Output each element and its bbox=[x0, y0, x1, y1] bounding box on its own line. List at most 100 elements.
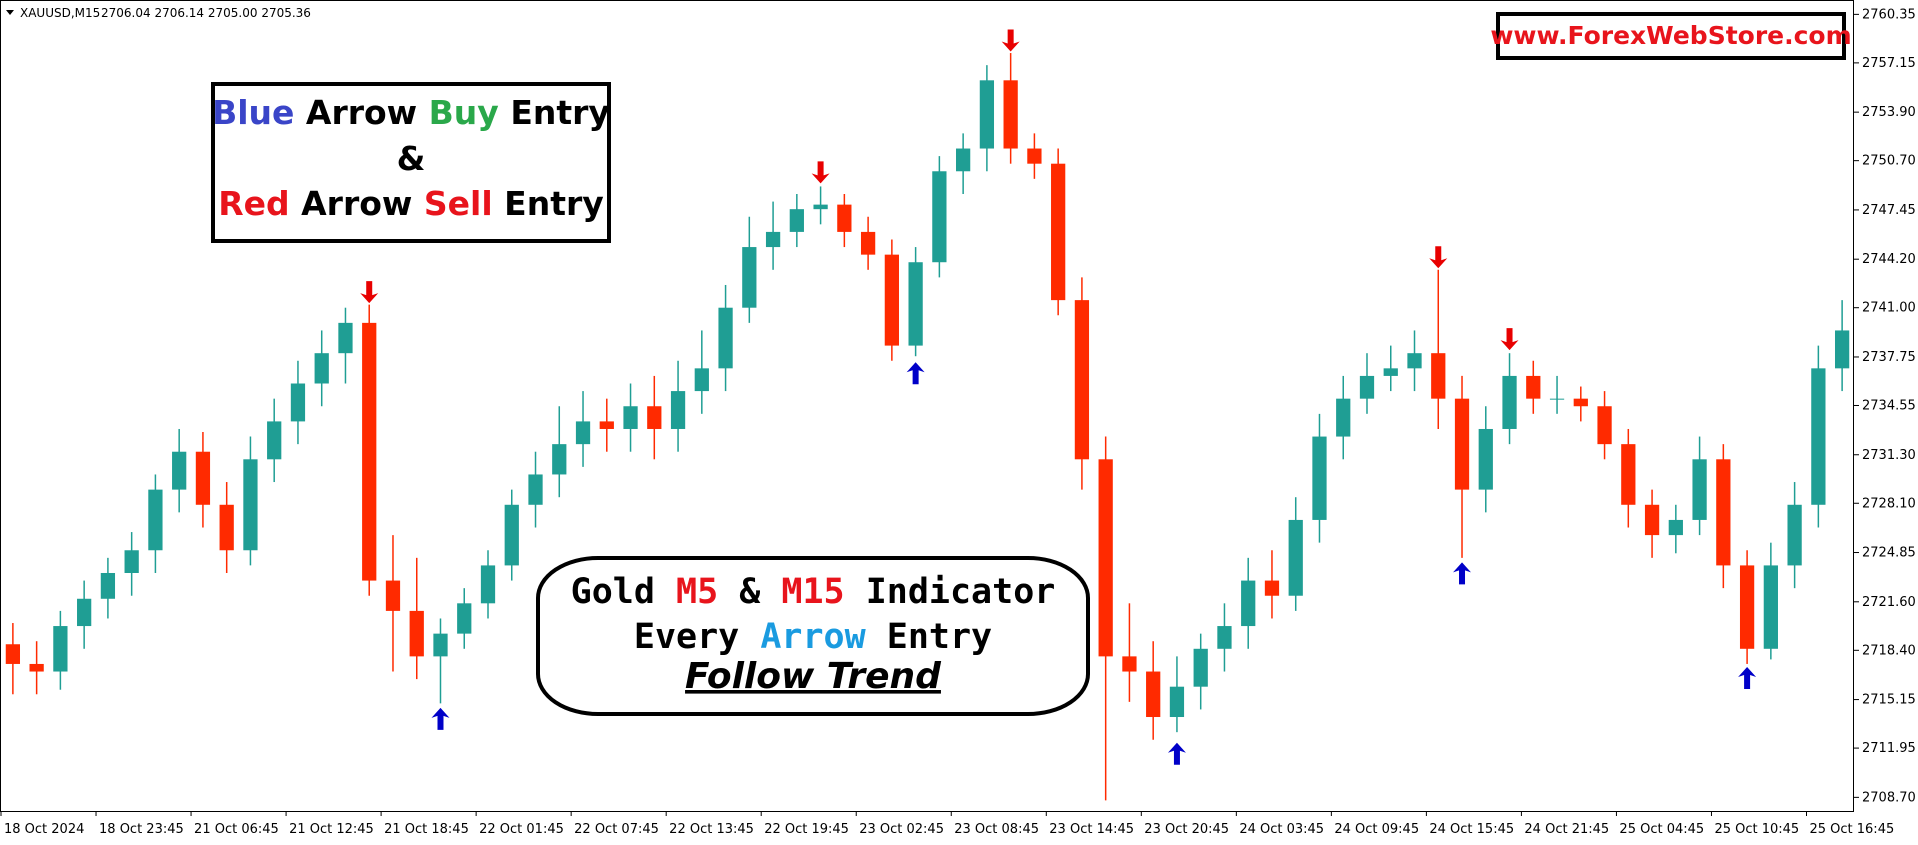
candle-body bbox=[1146, 671, 1161, 718]
candle-body bbox=[528, 474, 543, 505]
candle-body bbox=[1668, 519, 1683, 536]
signal-arrow bbox=[1429, 246, 1448, 269]
candle-body bbox=[1787, 504, 1802, 566]
candle-body bbox=[124, 550, 139, 573]
candle-body bbox=[1383, 368, 1398, 376]
candle-body bbox=[1336, 398, 1351, 437]
candle-body bbox=[1027, 148, 1042, 164]
candle-body bbox=[1834, 330, 1850, 369]
candle-body bbox=[267, 421, 282, 460]
candle-body bbox=[338, 322, 353, 354]
candle-body bbox=[1312, 436, 1327, 520]
candle-body bbox=[243, 459, 258, 551]
candle-body bbox=[1597, 406, 1612, 445]
candle-body bbox=[195, 451, 211, 505]
candle-body bbox=[5, 644, 21, 664]
candle-body bbox=[1193, 648, 1208, 687]
candle-body bbox=[1217, 626, 1232, 649]
candle-body bbox=[219, 504, 234, 551]
word: Arrow bbox=[306, 93, 417, 132]
y-tick-label: 2715.15 bbox=[1862, 693, 1916, 708]
candle-body bbox=[1573, 398, 1588, 407]
candle-body bbox=[172, 451, 187, 490]
candle-body bbox=[457, 603, 472, 634]
word: Blue bbox=[212, 93, 294, 132]
y-tick-label: 2753.90 bbox=[1862, 105, 1916, 120]
candle-body bbox=[932, 171, 947, 263]
word: Arrow bbox=[301, 184, 412, 223]
candle-body bbox=[694, 368, 709, 392]
signal-arrow bbox=[360, 281, 379, 304]
marks bbox=[5, 29, 1850, 801]
candle-body bbox=[552, 444, 567, 475]
x-tick-label: 21 Oct 06:45 bbox=[194, 822, 279, 837]
candle-body bbox=[1407, 353, 1422, 369]
candle-body bbox=[1169, 686, 1185, 718]
candle-body bbox=[908, 262, 923, 346]
candle-body bbox=[1241, 580, 1256, 627]
signal-arrow bbox=[1167, 742, 1186, 765]
quote: 2706.04 2706.14 2705.00 2705.36 bbox=[101, 6, 311, 20]
word: Gold bbox=[571, 572, 655, 612]
entry-box-line: Blue Arrow Buy Entry bbox=[212, 93, 610, 132]
candle-body bbox=[647, 406, 662, 429]
word: Indicator bbox=[866, 572, 1056, 612]
word: Arrow bbox=[760, 617, 866, 657]
candle-body bbox=[1051, 163, 1066, 301]
x-tick-label: 21 Oct 12:45 bbox=[289, 822, 374, 837]
word: Entry bbox=[504, 184, 604, 223]
candle-body bbox=[742, 247, 757, 308]
x-tick-label: 22 Oct 19:45 bbox=[764, 822, 849, 837]
candle-body bbox=[362, 322, 377, 581]
signal-arrow bbox=[1738, 666, 1757, 689]
word: Entry bbox=[887, 617, 992, 657]
candle-body bbox=[599, 421, 614, 429]
candle-body bbox=[409, 610, 424, 657]
candle-body bbox=[1454, 398, 1470, 490]
x-tick-label: 22 Oct 13:45 bbox=[669, 822, 754, 837]
candle-body bbox=[1098, 459, 1113, 657]
candle-body bbox=[789, 209, 804, 232]
candle-body bbox=[1549, 398, 1565, 400]
candle-body bbox=[575, 421, 591, 445]
candle-body bbox=[1692, 459, 1707, 520]
y-tick-label: 2734.55 bbox=[1862, 398, 1916, 413]
menu-triangle[interactable] bbox=[6, 10, 14, 15]
candle-body bbox=[1621, 444, 1636, 505]
candle-body bbox=[1288, 519, 1303, 596]
y-tick-label: 2760.35 bbox=[1862, 7, 1916, 22]
x-tick-label: 24 Oct 15:45 bbox=[1429, 822, 1514, 837]
candle-body bbox=[956, 148, 971, 172]
indicator-box-line: Gold M5 & M15 Indicator bbox=[571, 572, 1056, 612]
x-tick-label: 23 Oct 20:45 bbox=[1144, 822, 1229, 837]
website[interactable]: www.ForexWebStore.com bbox=[1490, 21, 1851, 50]
candle-body bbox=[385, 580, 401, 611]
y-tick-label: 2721.60 bbox=[1862, 595, 1916, 610]
y-tick-label: 2711.95 bbox=[1862, 741, 1916, 756]
entry-box-line: Red Arrow Sell Entry bbox=[218, 184, 604, 223]
x-tick-label: 25 Oct 04:45 bbox=[1619, 822, 1704, 837]
candle-body bbox=[1716, 459, 1731, 566]
x-tick-label: 23 Oct 08:45 bbox=[954, 822, 1039, 837]
x-tick-label: 23 Oct 14:45 bbox=[1049, 822, 1134, 837]
y-tick-label: 2757.15 bbox=[1862, 56, 1916, 71]
candle-body bbox=[1526, 375, 1541, 399]
candle-body bbox=[29, 663, 44, 672]
candle-body bbox=[860, 231, 876, 255]
candle-body bbox=[1074, 300, 1090, 460]
candle-body bbox=[813, 204, 828, 210]
word: M15 bbox=[781, 572, 844, 612]
y-tick-label: 2741.00 bbox=[1862, 301, 1916, 316]
x-tick-label: 21 Oct 18:45 bbox=[384, 822, 469, 837]
candle-body bbox=[504, 504, 519, 566]
x-tick-label: 18 Oct 23:45 bbox=[99, 822, 184, 837]
y-tick-label: 2737.75 bbox=[1862, 350, 1916, 365]
candle-body bbox=[1811, 368, 1826, 505]
candle-body bbox=[1478, 428, 1493, 490]
x-tick-label: 22 Oct 07:45 bbox=[574, 822, 659, 837]
x-tick-label: 25 Oct 10:45 bbox=[1714, 822, 1799, 837]
signal-arrow bbox=[1500, 328, 1519, 351]
candle-body bbox=[1763, 565, 1778, 649]
candle-body bbox=[1359, 375, 1375, 399]
